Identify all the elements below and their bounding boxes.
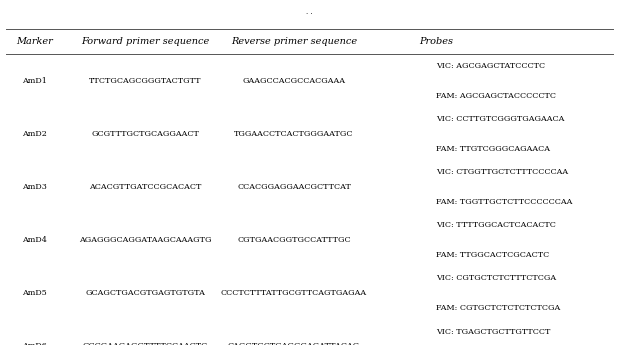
Text: AmD1: AmD1 xyxy=(22,77,46,85)
Text: AmD6: AmD6 xyxy=(22,342,46,345)
Text: FAM: CGTGCTCTCTCTCTCGA: FAM: CGTGCTCTCTCTCTCGA xyxy=(436,304,561,312)
Text: AmD3: AmD3 xyxy=(22,183,46,191)
Text: ACACGTTGATCCGCACACT: ACACGTTGATCCGCACACT xyxy=(89,183,202,191)
Text: VIC: AGCGAGCTATCCCTC: VIC: AGCGAGCTATCCCTC xyxy=(436,62,545,70)
Text: GAAGCCACGCCACGAAA: GAAGCCACGCCACGAAA xyxy=(243,77,345,85)
Text: Marker: Marker xyxy=(15,37,53,46)
Text: FAM: TTGTCGGGCAGAACA: FAM: TTGTCGGGCAGAACA xyxy=(436,145,550,153)
Text: TGGAACCTCACTGGGAATGC: TGGAACCTCACTGGGAATGC xyxy=(234,130,354,138)
Text: FAM: TGGTTGCTCTTCCCCCCAA: FAM: TGGTTGCTCTTCCCCCCAA xyxy=(436,198,573,206)
Text: AmD4: AmD4 xyxy=(22,236,46,244)
Text: VIC: TTTTGGCACTCACACTC: VIC: TTTTGGCACTCACACTC xyxy=(436,221,556,229)
Text: VIC: TGAGCTGCTTGTTCCT: VIC: TGAGCTGCTTGTTCCT xyxy=(436,327,551,335)
Text: FAM: TTGGCACTCGCACTC: FAM: TTGGCACTCGCACTC xyxy=(436,251,550,259)
Text: CCACGGAGGAACGCTTCAT: CCACGGAGGAACGCTTCAT xyxy=(237,183,351,191)
Text: VIC: CGTGCTCTCTTTCTCGA: VIC: CGTGCTCTCTTTCTCGA xyxy=(436,274,556,282)
Text: VIC: CTGGTTGCTCTTTCCCCAA: VIC: CTGGTTGCTCTTTCCCCAA xyxy=(436,168,568,176)
Text: . .: . . xyxy=(306,9,313,15)
Text: VIC: CCTTGTCGGGTGAGAACA: VIC: CCTTGTCGGGTGAGAACA xyxy=(436,115,565,123)
Text: TTCTGCAGCGGGTACTGTT: TTCTGCAGCGGGTACTGTT xyxy=(89,77,202,85)
Text: AmD5: AmD5 xyxy=(22,289,46,297)
Text: Forward primer sequence: Forward primer sequence xyxy=(81,37,210,46)
Text: CCCTCTTTATTGCGTTCAGTGAGAA: CCCTCTTTATTGCGTTCAGTGAGAA xyxy=(221,289,367,297)
Text: CAGGTGCTGAGGGAGATTACAG: CAGGTGCTGAGGGAGATTACAG xyxy=(228,342,360,345)
Text: AGAGGGCAGGATAAGCAAAGTG: AGAGGGCAGGATAAGCAAAGTG xyxy=(79,236,212,244)
Text: CGTGAACGGTGCCATTTGC: CGTGAACGGTGCCATTTGC xyxy=(237,236,351,244)
Text: GCCGAAGAGGTTTTCCAACTC: GCCGAAGAGGTTTTCCAACTC xyxy=(83,342,208,345)
Text: GCGTTTGCTGCAGGAACT: GCGTTTGCTGCAGGAACT xyxy=(92,130,199,138)
Text: AmD2: AmD2 xyxy=(22,130,46,138)
Text: FAM: AGCGAGCTACCCCCTC: FAM: AGCGAGCTACCCCCTC xyxy=(436,92,556,100)
Text: Reverse primer sequence: Reverse primer sequence xyxy=(231,37,357,46)
Text: Probes: Probes xyxy=(420,37,453,46)
Text: GCAGCTGACGTGAGTGTGTA: GCAGCTGACGTGAGTGTGTA xyxy=(85,289,206,297)
